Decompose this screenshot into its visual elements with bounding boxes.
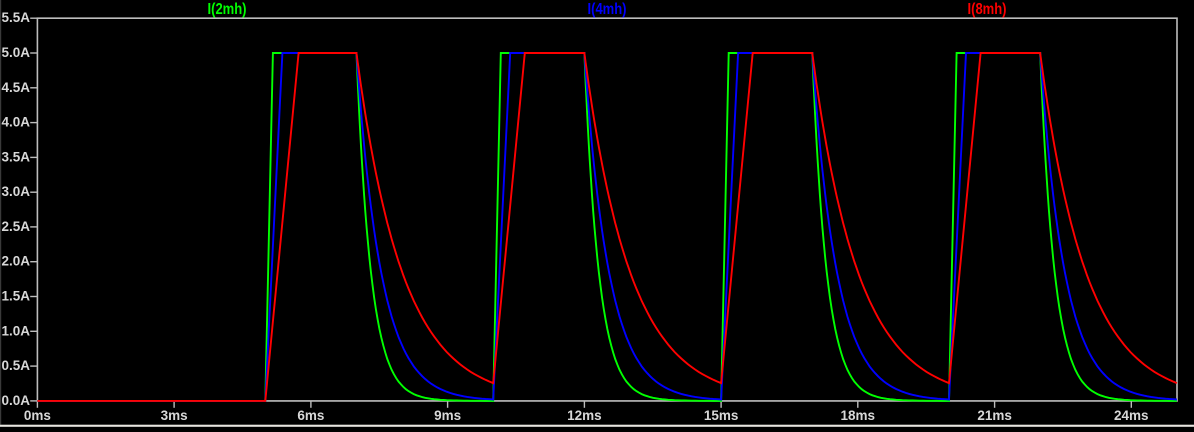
- svg-text:I(8mh): I(8mh): [968, 1, 1007, 18]
- svg-text:9ms: 9ms: [434, 408, 461, 423]
- svg-text:15ms: 15ms: [704, 408, 739, 423]
- svg-text:0.5A: 0.5A: [1, 358, 30, 373]
- svg-text:I(2mh): I(2mh): [208, 1, 247, 18]
- svg-text:3ms: 3ms: [161, 408, 188, 423]
- svg-text:I(4mh): I(4mh): [588, 1, 627, 18]
- svg-text:5.0A: 5.0A: [1, 45, 30, 60]
- svg-text:4.0A: 4.0A: [1, 115, 30, 130]
- svg-text:1.5A: 1.5A: [1, 289, 30, 304]
- svg-text:0.0A: 0.0A: [1, 393, 30, 408]
- svg-text:3.0A: 3.0A: [1, 184, 30, 199]
- svg-text:0ms: 0ms: [24, 408, 51, 423]
- svg-text:12ms: 12ms: [567, 408, 602, 423]
- svg-text:24ms: 24ms: [1114, 408, 1149, 423]
- svg-text:1.0A: 1.0A: [1, 323, 30, 338]
- svg-text:2.0A: 2.0A: [1, 254, 30, 269]
- svg-text:18ms: 18ms: [841, 408, 876, 423]
- svg-text:21ms: 21ms: [977, 408, 1012, 423]
- svg-text:3.5A: 3.5A: [1, 149, 30, 164]
- svg-text:4.5A: 4.5A: [1, 80, 30, 95]
- svg-text:5.5A: 5.5A: [1, 10, 30, 25]
- svg-text:6ms: 6ms: [297, 408, 324, 423]
- svg-text:2.5A: 2.5A: [1, 219, 30, 234]
